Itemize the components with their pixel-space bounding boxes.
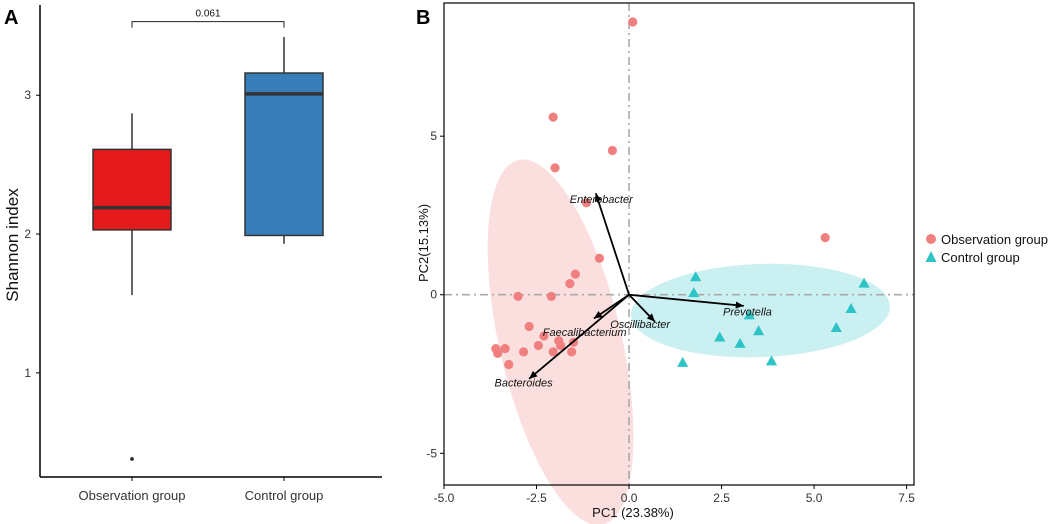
control-point <box>690 271 702 282</box>
observation-point <box>524 321 534 332</box>
observation-point <box>607 145 617 156</box>
observation-point <box>570 269 580 279</box>
loading-arrow-shaft <box>628 293 744 307</box>
control-point <box>734 337 746 348</box>
observation-point <box>513 291 523 301</box>
pca-panel: EnterobacterPrevotellaOscillibacterFaeca… <box>416 2 1048 524</box>
legend-control-label: Control group <box>941 250 1020 265</box>
loading-label: Bacteroides <box>495 378 554 390</box>
observation-point <box>594 253 605 263</box>
observation-point <box>628 17 638 27</box>
control-point <box>714 331 726 342</box>
boxplot-y-ticks: 1 2 3 <box>24 88 40 380</box>
box-outlier-point <box>130 457 134 461</box>
pca-y-tick-label: 5 <box>430 129 437 143</box>
pca-y-axis-title: PC2(15.13%) <box>416 204 431 282</box>
legend-observation-label: Observation group <box>941 232 1048 247</box>
loading-arrow-head <box>593 311 603 319</box>
loading-arrows: EnterobacterPrevotellaOscillibacterFaeca… <box>495 192 772 390</box>
observation-point <box>539 331 549 341</box>
legend: Observation group Control group <box>925 232 1048 265</box>
boxplot-boxes <box>92 36 324 461</box>
observation-point <box>567 347 577 357</box>
pca-x-tick-label: -2.5 <box>526 491 547 505</box>
loading-arrow-head <box>529 370 538 379</box>
observation-point <box>565 279 575 289</box>
pca-y-tick-label: 0 <box>430 288 437 302</box>
observation-point <box>820 233 830 243</box>
boxplot-y-tick-label: 2 <box>24 227 31 241</box>
legend-control-marker <box>925 251 937 262</box>
control-point <box>765 355 778 366</box>
pca-x-tick-label: -5.0 <box>434 491 455 505</box>
control-point <box>858 277 870 288</box>
boxplot-y-tick-label: 3 <box>24 88 31 102</box>
observation-point <box>533 340 543 351</box>
observation-point <box>493 348 503 359</box>
control-point <box>688 287 700 298</box>
observation-point <box>581 198 592 208</box>
box-control <box>244 72 324 237</box>
legend-observation-marker <box>926 234 936 244</box>
loading-arrow-shaft <box>594 192 630 296</box>
loading-arrow-shaft <box>528 294 630 380</box>
box-observation <box>92 148 172 231</box>
loading-arrow-head <box>646 313 655 322</box>
loading-arrow-head <box>594 193 602 202</box>
boxplot-panel: Shannon index 1 2 3 Observation group Contr… <box>3 5 382 503</box>
control-point <box>677 356 689 367</box>
observation-point <box>518 347 529 357</box>
control-point <box>845 303 857 314</box>
panel-label-a: A <box>4 7 18 29</box>
pca-plot-frame <box>443 2 915 486</box>
boxplot-y-tick-label: 1 <box>24 366 31 380</box>
ellipse-control <box>630 263 890 358</box>
observation-point <box>550 163 560 173</box>
boxplot-x-tick-label: Observation group <box>79 488 186 503</box>
observation-point <box>500 344 510 354</box>
observation-point <box>504 359 514 370</box>
significance-bracket: 0.061 <box>131 9 285 28</box>
boxplot-y-axis-title: Shannon index <box>3 188 22 302</box>
loading-label: Enterobacter <box>570 194 634 206</box>
loading-arrow-head <box>735 301 744 309</box>
group-ellipses <box>487 159 890 524</box>
pca-x-tick-label: 7.5 <box>898 491 915 505</box>
control-point <box>752 325 765 336</box>
observation-point <box>548 112 558 122</box>
boxplot-x-tick-label: Control group <box>245 488 324 503</box>
pca-x-tick-label: 2.5 <box>713 491 730 505</box>
pca-x-tick-label: 0.0 <box>621 491 638 505</box>
control-point <box>743 309 755 320</box>
p-value-label: 0.061 <box>195 9 220 20</box>
significance-bracket-line <box>131 21 285 28</box>
pca-x-tick-label: 5.0 <box>806 491 823 505</box>
observation-point <box>546 291 556 301</box>
pca-y-ticks: -5 0 5 <box>426 129 444 460</box>
pca-y-tick-label: -5 <box>426 446 437 460</box>
pca-x-ticks: -5.0 -2.5 0.0 2.5 5.0 7.5 <box>434 485 915 505</box>
control-point <box>830 322 842 333</box>
pca-x-axis-title: PC1 (23.38%) <box>592 505 674 520</box>
observation-point <box>555 340 566 351</box>
observation-point <box>548 347 558 357</box>
loading-label: Prevotella <box>723 306 772 318</box>
loading-label: Oscillibacter <box>610 319 671 331</box>
boxplot-x-ticks: Observation group Control group <box>79 477 324 503</box>
panel-label-b: B <box>416 7 430 29</box>
sample-points <box>491 17 870 370</box>
